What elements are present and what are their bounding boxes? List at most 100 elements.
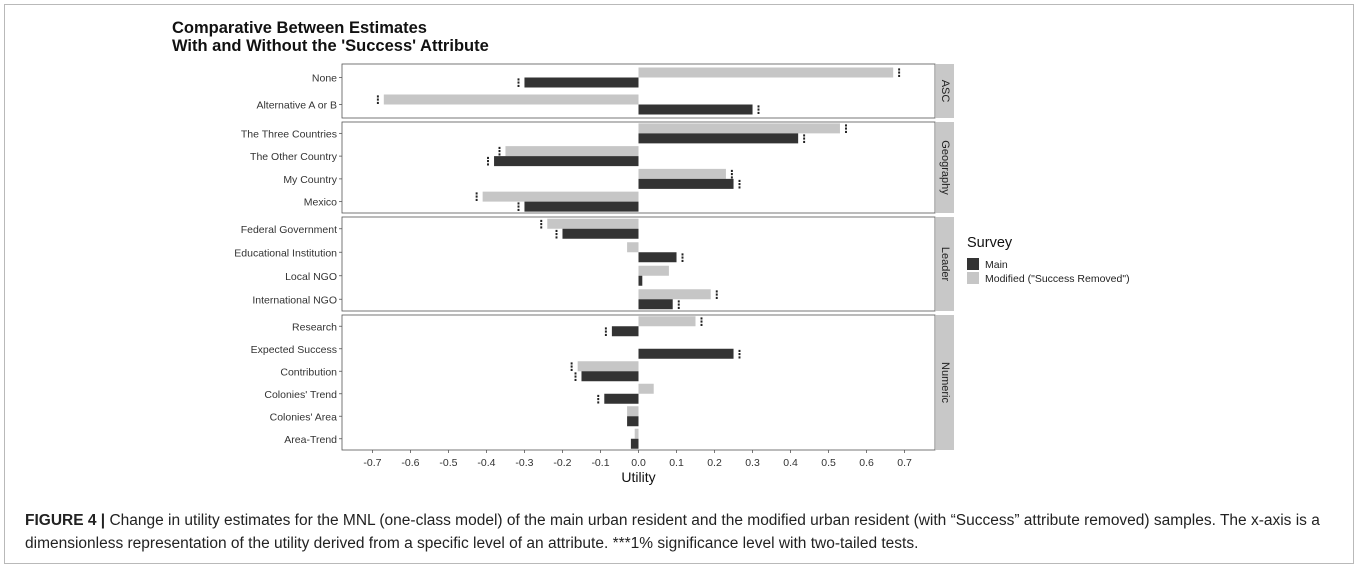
category-label: Federal Government — [241, 224, 337, 236]
bar-main — [638, 275, 643, 286]
bar-main — [630, 438, 639, 449]
significance-marker: ⋮ — [711, 288, 722, 301]
significance-marker: ⋮ — [696, 315, 707, 328]
significance-marker: ⋮ — [726, 168, 737, 181]
bar-modified — [627, 406, 639, 417]
bar-main — [524, 201, 639, 212]
category-label: Mexico — [304, 197, 337, 209]
bar-main — [638, 133, 799, 144]
significance-marker: ⋮ — [677, 251, 688, 264]
significance-marker: ⋮ — [494, 145, 505, 158]
significance-marker: ⋮ — [483, 155, 494, 168]
x-tick-label: -0.3 — [515, 457, 533, 469]
x-tick-label: 0.7 — [897, 457, 912, 469]
category-label: Colonies' Trend — [264, 389, 337, 401]
significance-marker: ⋮ — [840, 122, 851, 135]
figure-frame: Comparative Between Estimates With and W… — [4, 4, 1354, 564]
significance-marker: ⋮ — [753, 104, 764, 117]
bar-modified — [638, 168, 726, 179]
x-tick-label: -0.6 — [401, 457, 419, 469]
facet-strip — [936, 64, 954, 118]
significance-marker: ⋮ — [570, 370, 581, 383]
significance-marker: ⋮ — [894, 67, 905, 80]
legend-swatch — [967, 272, 979, 284]
bar-modified — [638, 123, 840, 134]
bar-main — [638, 348, 734, 359]
significance-marker: ⋮ — [536, 218, 547, 231]
bar-main — [638, 252, 677, 263]
legend-title: Survey — [967, 235, 1013, 251]
bar-main — [627, 416, 639, 427]
legend-label: Main — [985, 259, 1008, 271]
category-label: International NGO — [252, 294, 337, 306]
bar-main — [638, 104, 753, 115]
caption-label: FIGURE 4 | — [25, 512, 106, 529]
x-tick-label: -0.1 — [591, 457, 609, 469]
chart-title-line: With and Without the 'Success' Attribute — [172, 37, 489, 55]
bar-main — [581, 371, 639, 382]
bar-main — [611, 326, 639, 337]
x-tick-label: -0.5 — [439, 457, 457, 469]
significance-marker: ⋮ — [673, 298, 684, 311]
category-label: My Country — [283, 174, 337, 186]
category-label: The Three Countries — [241, 128, 337, 140]
bar-main — [604, 393, 639, 404]
bar-modified — [638, 383, 654, 394]
bar-modified — [634, 428, 639, 439]
bar-modified — [577, 361, 639, 372]
bar-modified — [638, 265, 669, 276]
caption-text: Change in utility estimates for the MNL … — [25, 512, 1320, 552]
facet-strip — [936, 217, 954, 311]
bar-modified — [638, 289, 711, 300]
x-tick-label: -0.4 — [477, 457, 495, 469]
bar-modified — [505, 146, 639, 157]
category-label: Research — [292, 321, 337, 333]
bar-main — [638, 299, 673, 310]
x-tick-label: 0.2 — [707, 457, 722, 469]
category-label: Colonies' Area — [270, 411, 338, 423]
bar-modified — [547, 218, 639, 229]
category-label: Area-Trend — [284, 434, 337, 446]
x-tick-label: 0.0 — [631, 457, 646, 469]
bar-main — [494, 156, 639, 167]
chart-title-line: Comparative Between Estimates — [172, 19, 427, 37]
significance-marker: ⋮ — [734, 348, 745, 361]
facet-strip-label: Numeric — [939, 362, 951, 403]
category-label: Alternative A or B — [256, 100, 337, 112]
facet-strip-label: Leader — [939, 247, 951, 282]
legend-label: Modified ("Success Removed") — [985, 273, 1130, 285]
x-tick-label: 0.1 — [669, 457, 684, 469]
bar-modified — [482, 191, 639, 202]
significance-marker: ⋮ — [471, 191, 482, 204]
facet-strip-label: ASC — [939, 80, 951, 103]
significance-marker: ⋮ — [513, 77, 524, 90]
facet-strip — [936, 122, 954, 213]
legend-swatch — [967, 258, 979, 270]
category-label: None — [312, 73, 337, 85]
bar-main — [638, 178, 734, 189]
significance-marker: ⋮ — [551, 228, 562, 241]
panel-border — [341, 314, 936, 451]
bar-modified — [627, 242, 639, 253]
x-axis-title: Utility — [621, 469, 655, 485]
significance-marker: ⋮ — [799, 132, 810, 145]
category-label: The Other Country — [250, 151, 338, 163]
significance-marker: ⋮ — [600, 325, 611, 338]
x-tick-label: 0.4 — [783, 457, 798, 469]
category-label: Local NGO — [285, 271, 337, 283]
significance-marker: ⋮ — [566, 360, 577, 373]
chart: Comparative Between Estimates With and W… — [172, 19, 1130, 485]
bar-modified — [638, 316, 696, 327]
facet-strip — [936, 315, 954, 450]
bar-modified — [638, 67, 894, 78]
figure-caption: FIGURE 4 | Change in utility estimates f… — [25, 509, 1345, 555]
category-label: Educational Institution — [234, 247, 337, 259]
bar-main — [562, 228, 639, 239]
bar-modified — [383, 94, 639, 105]
category-label: Contribution — [280, 366, 337, 378]
category-label: Expected Success — [251, 344, 337, 356]
x-tick-label: 0.5 — [821, 457, 836, 469]
x-tick-label: 0.6 — [859, 457, 874, 469]
x-tick-label: -0.7 — [363, 457, 381, 469]
significance-marker: ⋮ — [372, 94, 383, 107]
